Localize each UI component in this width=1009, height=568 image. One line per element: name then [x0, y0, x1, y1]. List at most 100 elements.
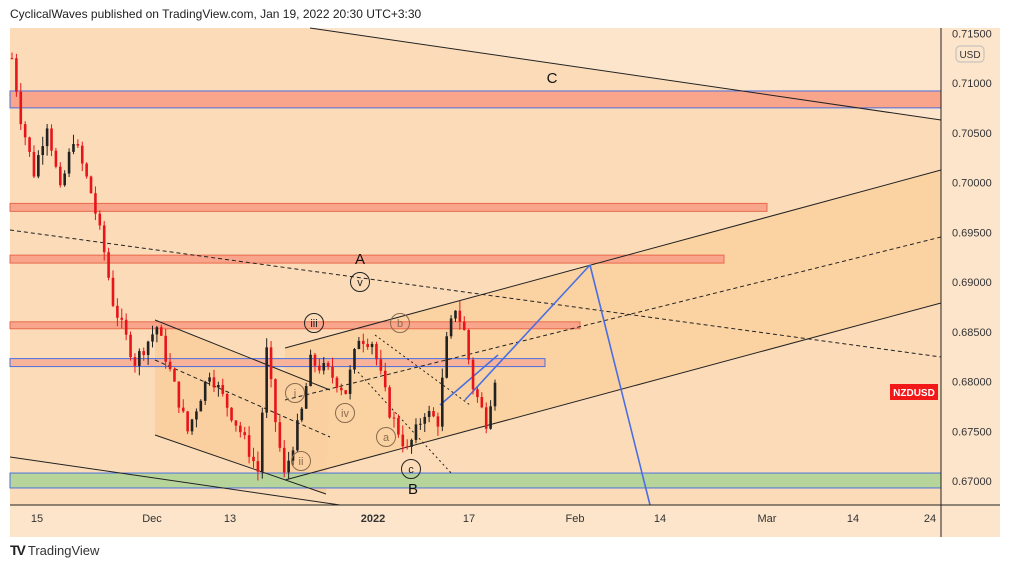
candle — [340, 383, 343, 396]
price-tick: 0.71500 — [952, 28, 992, 40]
candle — [98, 210, 102, 230]
projection-up — [464, 264, 591, 401]
candle — [322, 357, 326, 375]
candle-body — [217, 385, 220, 388]
candle-body — [72, 143, 75, 152]
projection-down — [589, 264, 651, 506]
candle — [379, 349, 383, 375]
candle — [414, 418, 418, 444]
candle — [252, 447, 255, 468]
candle-body — [230, 407, 233, 421]
candle-body — [322, 362, 326, 371]
candle-body — [318, 365, 321, 371]
candle — [120, 308, 124, 329]
candle — [63, 170, 66, 187]
time-tick: Feb — [566, 513, 585, 525]
candle-body — [405, 446, 409, 448]
candle-body — [383, 370, 387, 388]
candle-body — [489, 406, 492, 429]
wave-circle — [304, 313, 324, 333]
candle — [203, 380, 207, 405]
wave-label-i: i — [294, 388, 296, 400]
candle-body — [388, 387, 391, 418]
blue-line — [439, 354, 499, 406]
candle-body — [414, 424, 418, 440]
candle-body — [309, 354, 312, 387]
candle — [19, 83, 23, 130]
price-chart[interactable]: C A Bv iii b i iv a ii c 0.71500 0.71000 0.70500 0.70… — [0, 0, 1009, 540]
wave-label-ii: ii — [299, 456, 304, 468]
descending-dashed — [9, 229, 942, 358]
price-tick: 0.71000 — [952, 78, 992, 90]
candle-body — [467, 330, 470, 360]
candle — [234, 420, 238, 432]
candle-body — [120, 317, 124, 320]
falling-upper — [154, 319, 331, 391]
price-tick: 0.69000 — [952, 277, 992, 289]
candle — [15, 53, 18, 97]
publish-header: CyclicalWaves published on TradingView.c… — [10, 7, 422, 21]
candle-body — [10, 58, 14, 60]
candle — [107, 247, 110, 281]
candle-body — [186, 411, 189, 432]
candle-body — [392, 417, 396, 419]
candle-body — [397, 417, 400, 435]
candle-body — [234, 420, 238, 426]
candle — [260, 407, 264, 479]
candle — [89, 175, 93, 194]
candle — [471, 357, 475, 395]
candle — [375, 341, 378, 366]
candle-body — [480, 397, 484, 408]
candle-body — [260, 412, 264, 472]
wave-label-C: C — [547, 70, 558, 87]
candle-body — [445, 336, 448, 378]
candle-body — [54, 150, 58, 167]
time-tick: 2022 — [361, 513, 385, 525]
candle — [480, 392, 484, 409]
candle-body — [129, 334, 132, 358]
candle-body — [296, 420, 299, 451]
candle-body — [348, 369, 352, 394]
candle — [335, 376, 339, 393]
wave-label-B: B — [408, 481, 418, 498]
candle — [168, 353, 172, 372]
candle-body — [111, 277, 115, 306]
wave-label-b: b — [397, 318, 403, 330]
tradingview-logo: TV TradingView — [10, 542, 99, 558]
candle — [217, 381, 220, 397]
candle-body — [379, 359, 383, 371]
zone-red — [9, 202, 768, 212]
time-tick: Dec — [142, 513, 162, 525]
candle — [173, 367, 176, 382]
candle-body — [173, 369, 176, 382]
candle-body — [252, 456, 255, 462]
candle-body — [353, 348, 356, 370]
candle — [353, 347, 356, 374]
candle — [484, 402, 488, 434]
candle — [256, 451, 260, 481]
wave-circle — [390, 313, 410, 333]
falling-lower — [154, 434, 327, 495]
candle — [159, 324, 163, 337]
candle-body — [304, 386, 308, 409]
candle — [37, 150, 40, 179]
rising-channel-fill — [285, 170, 941, 480]
candle-body — [98, 213, 102, 226]
candle-body — [155, 327, 159, 335]
wave-label-A: A — [355, 251, 365, 268]
candle — [94, 186, 97, 221]
candle — [401, 425, 405, 453]
zone-red — [9, 321, 581, 330]
candle — [133, 353, 137, 373]
candle — [177, 381, 181, 413]
candle — [28, 136, 31, 157]
wave-circle — [376, 427, 396, 447]
candle-body — [221, 385, 225, 394]
candle-body — [357, 340, 361, 349]
candle-body — [76, 143, 80, 146]
candle-body — [375, 344, 378, 360]
candle — [10, 52, 14, 60]
symbol-tag-text: NZDUSD — [893, 388, 935, 399]
candle-body — [94, 193, 97, 214]
